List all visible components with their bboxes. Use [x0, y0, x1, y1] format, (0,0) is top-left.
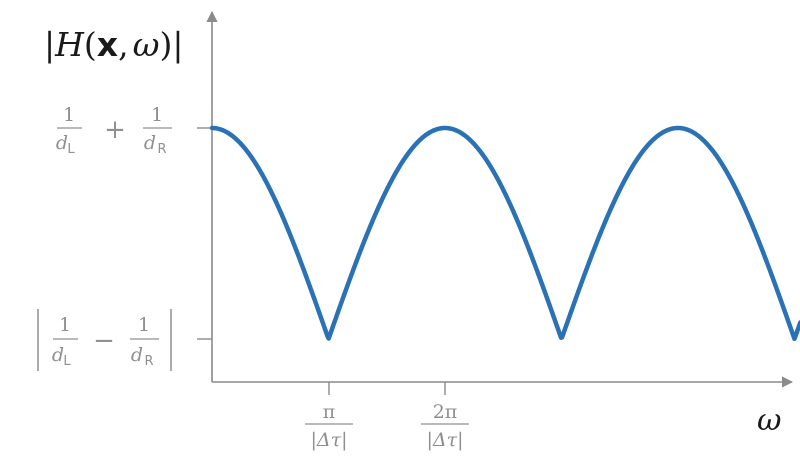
svg-text:d: d: [56, 132, 68, 154]
svg-text:R: R: [157, 142, 166, 157]
svg-text:2π: 2π: [433, 401, 458, 423]
y-tick-label-min: 1 d L − 1 d R: [37, 309, 172, 371]
series-line: [209, 125, 800, 342]
svg-text:−: −: [93, 326, 115, 356]
y-tick-label-max: 1 d L + 1 d R: [56, 104, 172, 157]
svg-text:d: d: [144, 132, 156, 154]
svg-text:1: 1: [151, 104, 163, 126]
svg-text:|Δτ|: |Δτ|: [310, 429, 347, 451]
y-axis-label: |H(x, ω)|: [44, 25, 184, 64]
x-axis-label: ω: [757, 403, 781, 438]
svg-text:1: 1: [138, 314, 150, 336]
svg-text:|Δτ|: |Δτ|: [426, 429, 463, 451]
svg-text:R: R: [144, 354, 153, 369]
svg-text:L: L: [63, 354, 71, 369]
svg-text:1: 1: [63, 104, 75, 126]
svg-text:d: d: [52, 344, 64, 366]
svg-text:+: +: [104, 115, 126, 145]
svg-text:1: 1: [59, 314, 71, 336]
x-tick-label-2pi: 2π |Δτ|: [421, 401, 469, 451]
svg-text:L: L: [67, 142, 75, 157]
x-tick-label-pi: π |Δτ|: [305, 401, 353, 451]
svg-text:d: d: [131, 344, 143, 366]
svg-text:π: π: [323, 401, 336, 423]
